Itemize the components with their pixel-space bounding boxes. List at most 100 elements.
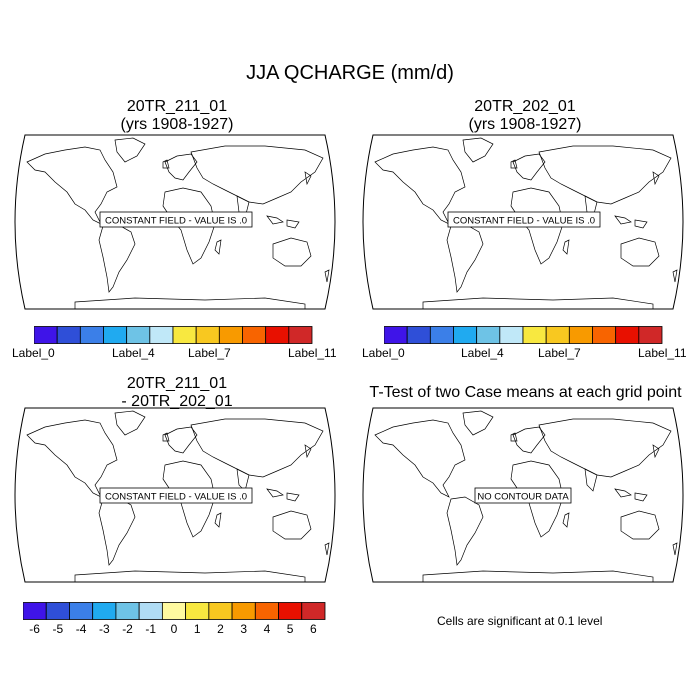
message-text: CONSTANT FIELD - VALUE IS .0 [105,216,247,227]
coastline-shape [512,153,546,181]
colorbar-top-right-label-1: Label_4 [461,346,504,360]
coastline-shape [266,488,284,498]
coastline-shape [462,137,494,163]
coastline-shape [652,444,660,459]
coastline-shape [304,171,312,186]
colorbar-swatch [406,326,431,344]
colorbar-swatch [79,326,104,344]
coastline-shape [114,137,146,163]
coastline-shape [374,146,466,225]
coastline-shape [214,239,222,255]
panel-3-title-line1: 20TR_211_01 [126,375,228,392]
colorbar-swatch [522,326,547,344]
colorbar-swatch [138,602,163,620]
map-panel-1: CONSTANT FIELD - VALUE IS .0 [14,134,336,310]
coastline-shape [162,432,170,442]
coastline-shape [164,153,198,181]
colorbar-difference [23,602,326,620]
colorbar-difference-tick-label: -4 [75,622,87,636]
message-box [474,487,572,504]
panel-1-title-line2: (yrs 1908-1927) [120,116,234,133]
colorbar-swatch [34,326,58,344]
colorbar-top-left-label-2: Label_7 [188,346,231,360]
colorbar-difference-tick-label: 1 [193,622,201,636]
colorbar-difference-tick-label: -3 [98,622,110,636]
colorbar-difference-tick-label: -2 [122,622,133,636]
message-box [99,211,253,228]
coastline-shape [620,510,660,540]
colorbar-swatch [185,602,210,620]
message-text: CONSTANT FIELD - VALUE IS .0 [105,492,247,503]
coastline-shape [164,426,198,454]
coastline-shape [422,297,654,309]
coastline-shape [114,410,146,436]
coastline-shape [214,512,222,528]
map-panel-2: CONSTANT FIELD - VALUE IS .0 [362,134,684,310]
colorbar-top-right [384,326,663,344]
colorbar-swatch [476,326,501,344]
colorbar-swatch [615,326,640,344]
colorbar-swatch [69,602,94,620]
colorbar-swatch [172,326,197,344]
colorbar-top-left-label-1: Label_4 [112,346,155,360]
colorbar-swatch [499,326,524,344]
coastline-shape [562,512,570,528]
colorbar-swatch [208,602,233,620]
coastline-shape [620,237,660,267]
panel-2-title: 20TR_202_01 (yrs 1908-1927) [375,98,675,134]
coastline-shape [634,492,648,502]
coastlines [374,410,678,582]
coastline-shape [614,215,632,225]
coastline-shape [74,570,306,582]
coastline-shape [98,223,136,293]
coastlines [26,137,330,309]
message-text: CONSTANT FIELD - VALUE IS .0 [453,216,595,227]
coastline-shape [584,468,598,492]
colorbar-swatch [149,326,174,344]
coastline-shape [98,496,136,566]
coastline-shape [286,492,300,502]
colorbar-top-right-label-0: Label_0 [362,346,405,360]
colorbar-difference-tick-label: -6 [29,622,40,636]
coastline-shape [462,410,494,436]
map-border [14,407,336,583]
colorbar-swatch [545,326,570,344]
colorbar-swatch [453,326,478,344]
colorbar-swatch [23,602,47,620]
map-panel-3: CONSTANT FIELD - VALUE IS .0 [14,407,336,583]
colorbar-difference-tick-label: 3 [240,622,248,636]
coastline-shape [272,510,312,540]
coastline-shape [74,297,306,309]
coastline-shape [162,159,170,169]
coastline-shape [510,432,518,442]
panel-2-title-line1: 20TR_202_01 [474,98,576,115]
significance-note: Cells are significant at 0.1 level [437,614,603,628]
coastline-shape [374,419,466,498]
coastline-shape [190,418,324,478]
colorbar-difference-tick-label: 5 [286,622,294,636]
coastline-shape [272,237,312,267]
colorbar-difference-labels: -6 -5 -4 -3 -2 -1 0 1 2 3 4 5 6 [23,622,327,638]
map-border [362,134,684,310]
coastline-shape [422,570,654,582]
colorbar-swatch [45,602,70,620]
colorbar-top-left-label-0: Label_0 [12,346,55,360]
coastline-shape [652,171,660,186]
page-title: JJA QCHARGE (mm/d) [246,62,454,84]
panel-4-title: T-Test of two Case means at each grid po… [353,384,698,402]
colorbar-difference-tick-label: 0 [170,622,178,636]
coastline-shape [614,488,632,498]
colorbar-swatch [242,326,267,344]
colorbar-swatch [254,602,279,620]
coastline-shape [286,219,300,229]
message-box [447,211,601,228]
coastline-shape [26,146,118,225]
colorbar-difference-tick-label: -1 [145,622,157,636]
colorbar-top-left-label-3: Label_11 [288,346,337,360]
colorbar-swatch [115,602,140,620]
map-panel-4: NO CONTOUR DATA [362,407,684,583]
coastline-shape [26,419,118,498]
colorbar-top-left [34,326,313,344]
colorbar-difference-tick-label: 2 [217,622,224,636]
coastline-shape [190,145,324,205]
